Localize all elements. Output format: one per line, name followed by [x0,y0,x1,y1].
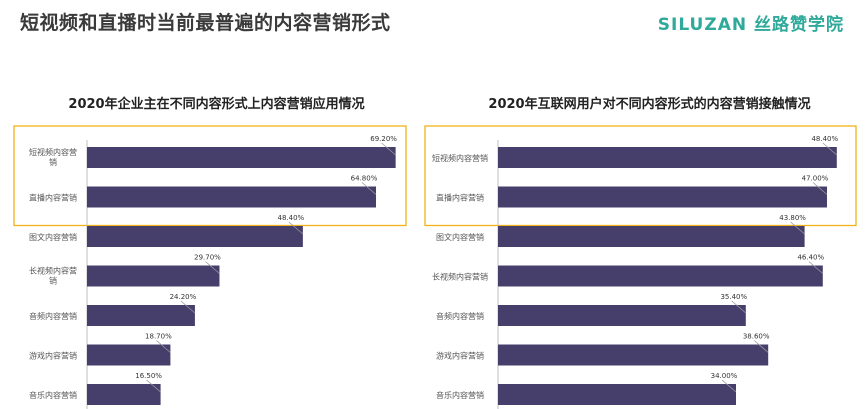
value-label: 18.70% [145,333,172,341]
highlight-box [424,125,857,227]
category-label: 直播内容营销 [436,193,484,203]
value-label: 69.20% [370,135,397,143]
bar [498,344,769,366]
category-label-wrap: 销 [49,276,57,286]
bar [498,226,805,247]
category-label: 游戏内容营销 [436,351,484,361]
value-leader-line [822,142,838,156]
value-leader-line [361,182,377,195]
category-label-wrap: 销 [49,157,57,167]
value-label: 29.70% [194,254,221,262]
value-leader-line [288,221,304,235]
bar [498,147,837,168]
value-label: 38.60% [743,333,770,341]
category-label: 音乐内容营销 [436,390,484,400]
category-label: 图文内容营销 [29,232,77,242]
value-leader-line [790,221,805,235]
value-leader-line [721,379,737,393]
category-label: 短视频内容营 [29,147,77,157]
category-label: 长视频内容营销 [432,272,488,282]
value-label: 48.40% [811,135,838,143]
value-leader-line [381,142,396,156]
value-label: 47.00% [802,175,829,183]
bar [87,384,161,405]
page-title: 短视频和直播时当前最普遍的内容营销形式 [20,12,391,34]
bar [498,384,736,405]
value-label: 48.40% [278,214,305,222]
category-label: 图文内容营销 [436,232,484,242]
value-leader-line [731,300,747,314]
category-label: 长视频内容营 [29,266,77,276]
value-label: 46.40% [797,254,824,262]
bar [87,147,396,168]
bar [87,344,171,366]
value-leader-line [156,340,171,353]
bar [87,226,303,247]
left-chart-title: 2020年企业主在不同内容形式上内容营销应用情况 [68,97,365,112]
brand-logo: SILUZAN 丝路赞学院 [657,15,844,35]
bar [498,305,746,326]
bar [498,265,823,287]
value-leader-line [146,379,161,393]
bar [87,305,195,326]
category-label: 游戏内容营销 [29,351,77,361]
bar [87,186,377,208]
value-label: 64.80% [351,175,378,183]
value-leader-line [753,340,769,353]
value-leader-line [180,300,196,314]
value-label: 24.20% [170,293,197,301]
value-leader-line [812,182,828,195]
value-label: 16.50% [135,372,162,380]
category-label: 音频内容营销 [436,311,484,321]
bar [498,186,827,208]
value-label: 35.40% [720,293,747,301]
bar [87,265,220,287]
highlight-box [13,125,407,227]
right-chart-title: 2020年互联网用户对不同内容形式的内容营销接触情况 [488,97,811,112]
value-leader-line [808,261,824,274]
value-label: 34.00% [711,372,738,380]
category-label: 音频内容营销 [29,311,77,321]
category-label: 直播内容营销 [29,193,77,203]
value-label: 43.80% [779,214,806,222]
category-label: 短视频内容营销 [432,153,488,163]
category-label: 音乐内容营销 [29,390,77,400]
value-leader-line [205,261,220,274]
